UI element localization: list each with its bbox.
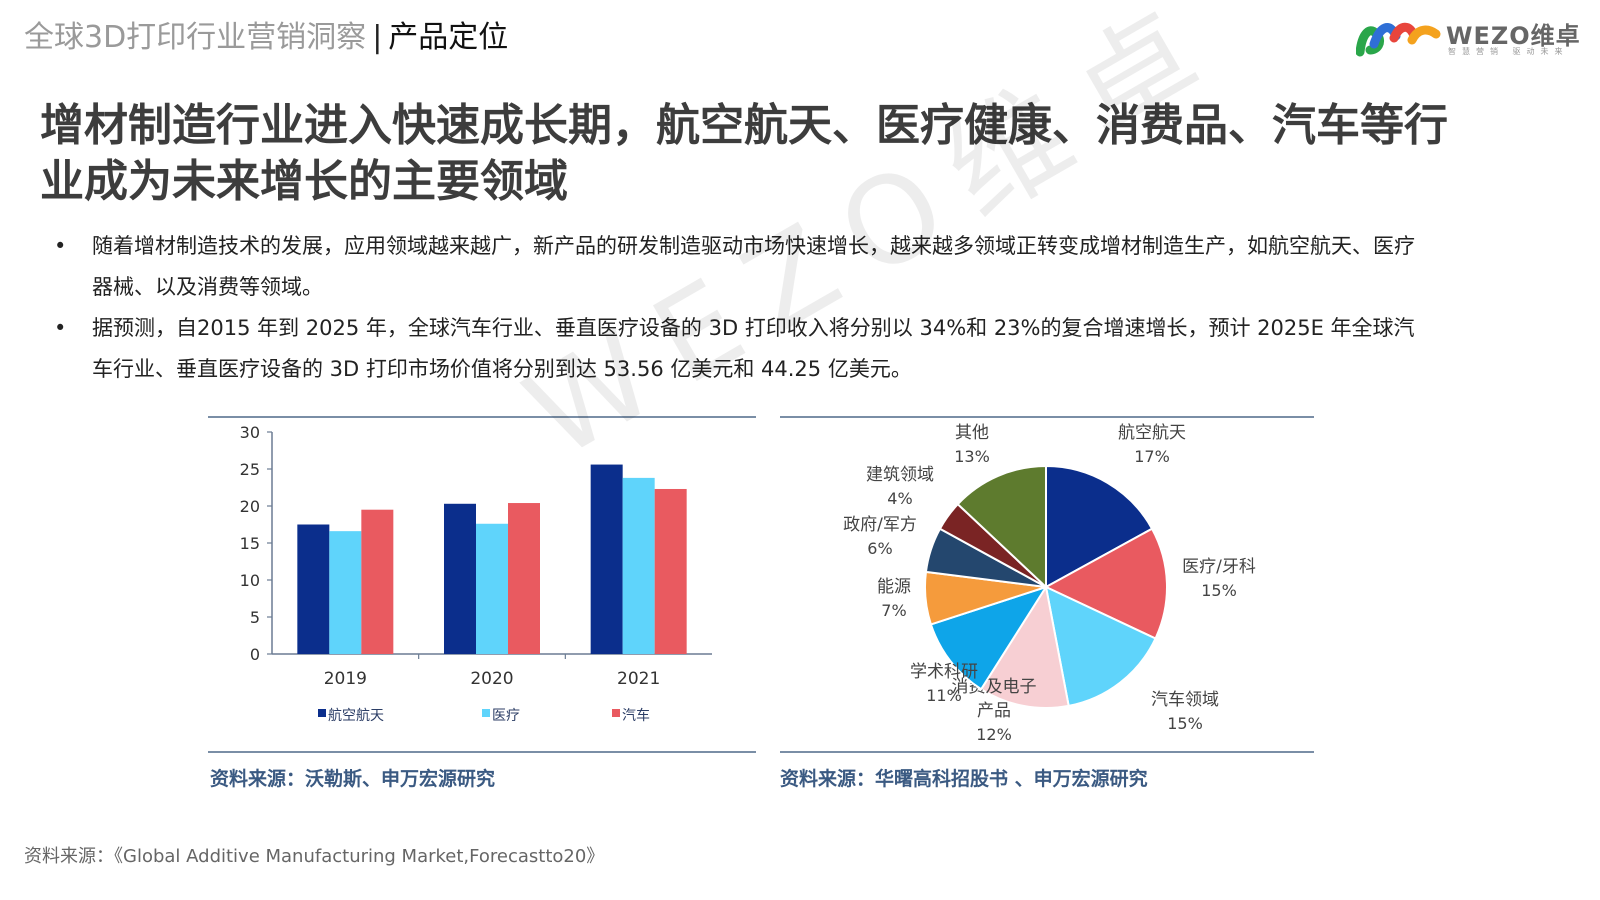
slice-label: 汽车领域: [1151, 690, 1219, 710]
bar: [508, 503, 540, 654]
pie-slice: [929, 585, 1049, 691]
slice-label: 医疗/牙科: [1182, 557, 1256, 577]
slice-value-label: 13%: [954, 447, 990, 466]
bar: [329, 531, 362, 654]
slice-value-label: 6%: [867, 539, 892, 558]
legend-label: 医疗: [492, 708, 520, 724]
x-tick-label: 2021: [617, 669, 660, 689]
page-title: 增材制造行业进入快速成长期，航空航天、医疗健康、消费品、汽车等行业成为未来增长的…: [40, 100, 1448, 207]
pie-slice: [1043, 527, 1168, 640]
y-tick-label: 15: [240, 534, 260, 553]
pie-chart: 航空航天17%医疗/牙科15%汽车领域15%消费及电子产品12%学术科研11%能…: [843, 423, 1256, 744]
y-tick-label: 30: [240, 423, 260, 442]
legend-swatch: [318, 709, 326, 717]
pie-slice: [956, 464, 1047, 590]
slice-label: 其他: [955, 423, 989, 443]
slice-value-label: 12%: [976, 725, 1012, 744]
legend-swatch: [482, 709, 490, 717]
x-tick-label: 2019: [324, 669, 367, 689]
bar: [654, 488, 687, 654]
bullet-dot: •: [54, 316, 67, 340]
header-section: 产品定位: [388, 20, 509, 55]
bar: [622, 477, 655, 654]
bar: [444, 503, 476, 654]
bar-panel-top-line: [208, 416, 756, 418]
legend-label: 汽车: [622, 707, 650, 724]
y-tick-label: 10: [240, 571, 260, 590]
bullet-item: • 据预测，自2015 年到 2025 年，全球汽车行业、垂直医疗设备的 3D 打…: [52, 308, 1432, 390]
pie-slice: [1045, 464, 1154, 589]
slice-value-label: 17%: [1134, 447, 1170, 466]
slice-label: 航空航天: [1118, 423, 1186, 443]
bar-chart-source: 资料来源：沃勒斯、申万宏源研究: [210, 768, 496, 790]
wezo-logo: WEZO维卓 智慧营销 驱动未来: [1356, 14, 1580, 60]
bullet-item: • 随着增材制造技术的发展，应用领域越来越广，新产品的研发制造驱动市场快速增长，越…: [52, 226, 1432, 308]
legend-swatch: [612, 709, 620, 717]
bar: [297, 524, 330, 654]
bar: [361, 509, 394, 654]
bar-panel-bottom-line: [208, 751, 756, 753]
footer-source: 资料来源：《Global Additive Manufacturing Mark…: [24, 846, 605, 867]
header-separator: |: [372, 20, 383, 55]
bar-chart: 0 5 10 15 20 25 30 2019 2020 2021 航空航天 医疗 汽车: [240, 423, 712, 724]
logo-brand-text: WEZO维卓: [1446, 22, 1581, 50]
bullet-list: • 随着增材制造技术的发展，应用领域越来越广，新产品的研发制造驱动市场快速增长，越…: [52, 226, 1432, 390]
header-subtitle: 全球3D打印行业营销洞察: [24, 20, 367, 55]
slice-label: 建筑领域: [866, 465, 934, 485]
y-tick-label: 0: [250, 645, 260, 664]
page-header: 全球3D打印行业营销洞察 | 产品定位: [24, 18, 508, 58]
y-tick-label: 25: [240, 460, 260, 479]
slice-label: 政府/军方: [843, 515, 917, 535]
legend-label: 航空航天: [328, 708, 384, 724]
bullet-dot: •: [54, 234, 67, 258]
slice-value-label: 15%: [1201, 581, 1237, 600]
slice-value-label: 11%: [926, 686, 962, 705]
slice-value-label: 15%: [1167, 714, 1203, 733]
slice-value-label: 7%: [881, 601, 906, 620]
x-tick-label: 2020: [470, 669, 513, 689]
pie-panel-top-line: [780, 416, 1314, 418]
logo-mark-icon: [1356, 22, 1441, 57]
pie-chart-source: 资料来源：华曙高科招股书 、申万宏源研究: [780, 768, 1148, 790]
bar: [476, 523, 508, 654]
y-tick-label: 20: [240, 497, 260, 516]
bullet-text: 据预测，自2015 年到 2025 年，全球汽车行业、垂直医疗设备的 3D 打印…: [92, 316, 1415, 381]
bar: [590, 464, 623, 654]
pie-slice: [979, 584, 1070, 709]
slice-label: 学术科研: [910, 662, 978, 682]
bullet-text: 随着增材制造技术的发展，应用领域越来越广，新产品的研发制造驱动市场快速增长，越来…: [92, 234, 1415, 299]
slice-label: 能源: [877, 577, 911, 597]
pie-panel-bottom-line: [780, 751, 1314, 753]
y-tick-label: 5: [250, 608, 260, 627]
pie-slice: [1044, 585, 1157, 708]
logo-slogan: 智慧营销 驱动未来: [1448, 47, 1569, 56]
slice-value-label: 4%: [887, 489, 912, 508]
slice-label: 产品: [977, 701, 1011, 721]
